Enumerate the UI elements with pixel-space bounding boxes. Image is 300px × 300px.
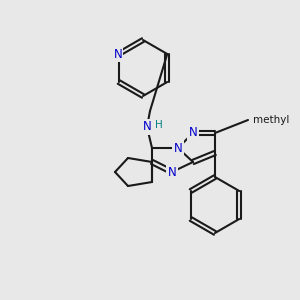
Text: N: N	[168, 166, 176, 178]
Text: methyl: methyl	[253, 115, 290, 125]
Text: N: N	[174, 142, 182, 154]
Text: N: N	[113, 47, 122, 61]
Text: N: N	[189, 127, 197, 140]
Text: H: H	[155, 120, 163, 130]
Text: N: N	[142, 121, 152, 134]
